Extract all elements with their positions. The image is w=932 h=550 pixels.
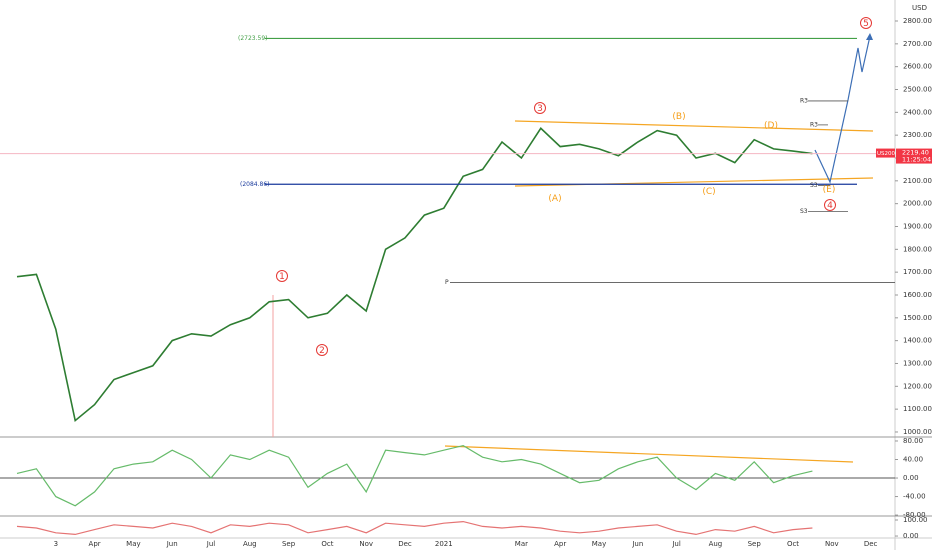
level-label: P bbox=[445, 279, 449, 286]
x-tick-label: 2021 bbox=[435, 540, 453, 548]
countdown: 11:25:04 bbox=[902, 156, 931, 164]
plot: 1000.001100.001200.001300.001400.001500.… bbox=[0, 17, 932, 548]
x-tick-label: Mar bbox=[515, 540, 528, 548]
wave-label: (B) bbox=[672, 112, 685, 122]
wave-label: (C) bbox=[702, 187, 715, 197]
x-tick-label: Apr bbox=[554, 540, 566, 548]
x-tick-label: Dec bbox=[864, 540, 878, 548]
wave-label: 3 bbox=[537, 104, 543, 114]
y-tick-label: 2400.00 bbox=[903, 108, 932, 116]
wave-label: 5 bbox=[863, 19, 869, 29]
wave-circle bbox=[860, 17, 872, 29]
price-tag bbox=[896, 148, 932, 164]
wave-label: (D) bbox=[764, 121, 778, 131]
y-tick-label: 1600.00 bbox=[903, 291, 932, 299]
x-tick-label: Aug bbox=[243, 540, 257, 548]
y-tick-label: 80.00 bbox=[903, 437, 923, 445]
channel-top bbox=[514, 120, 874, 132]
x-tick-label: Nov bbox=[359, 540, 373, 548]
wave-circle bbox=[824, 199, 836, 211]
x-tick-label: Oct bbox=[321, 540, 333, 548]
y-tick-label: 2500.00 bbox=[903, 86, 932, 94]
wave-label: 4 bbox=[827, 201, 833, 211]
y-tick-label: 1300.00 bbox=[903, 359, 932, 367]
wave-circle bbox=[316, 344, 328, 356]
x-tick-label: Nov bbox=[825, 540, 839, 548]
level-label: (2084.86) bbox=[240, 181, 270, 188]
symbol-label: US2000 bbox=[877, 151, 899, 157]
wave-circle bbox=[534, 102, 546, 114]
y-tick-label: 40.00 bbox=[903, 456, 923, 464]
y-tick-label: 1900.00 bbox=[903, 222, 932, 230]
y-tick-label: -80.00 bbox=[903, 511, 926, 519]
projection-arrow bbox=[866, 33, 873, 40]
x-tick-label: May bbox=[126, 540, 140, 548]
x-tick-label: Sep bbox=[748, 540, 762, 548]
level-label: R3 bbox=[800, 97, 808, 104]
wave-label: 2 bbox=[319, 346, 325, 356]
y-tick-label: 1000.00 bbox=[903, 428, 932, 436]
level-label: S3 bbox=[810, 182, 818, 189]
price-tag bbox=[876, 148, 895, 158]
y-tick-label: 1500.00 bbox=[903, 314, 932, 322]
x-tick-label: Dec bbox=[398, 540, 412, 548]
oscillator-trendline bbox=[444, 445, 854, 463]
y-tick-label: 1100.00 bbox=[903, 405, 932, 413]
x-tick-label: Apr bbox=[89, 540, 101, 548]
y-tick-label: -40.00 bbox=[903, 493, 926, 501]
x-tick-label: Aug bbox=[709, 540, 723, 548]
series-line bbox=[16, 444, 813, 507]
y-tick-label: 2600.00 bbox=[903, 63, 932, 71]
level-label: R3 bbox=[810, 121, 818, 128]
x-tick-label: Jun bbox=[631, 540, 643, 548]
x-tick-label: Jun bbox=[166, 540, 178, 548]
y-tick-label: 2100.00 bbox=[903, 177, 932, 185]
x-tick-label: Oct bbox=[787, 540, 799, 548]
x-tick-label: Jul bbox=[206, 540, 216, 548]
y-tick-label: 1400.00 bbox=[903, 337, 932, 345]
x-tick-label: May bbox=[592, 540, 606, 548]
x-tick-label: 3 bbox=[54, 540, 58, 548]
y-tick-label: 1700.00 bbox=[903, 268, 932, 276]
level-label: S3 bbox=[800, 208, 808, 215]
x-tick-label: Jul bbox=[671, 540, 681, 548]
wave-circle bbox=[276, 270, 288, 282]
wave-label: 1 bbox=[279, 272, 285, 282]
y-tick-label: 2300.00 bbox=[903, 131, 932, 139]
y-tick-label: 2800.00 bbox=[903, 17, 932, 25]
y-tick-label: 2000.00 bbox=[903, 200, 932, 208]
series-line bbox=[16, 127, 813, 423]
wave-label: (E) bbox=[823, 185, 836, 195]
y-tick-label: 2700.00 bbox=[903, 40, 932, 48]
y-tick-label: 100.00 bbox=[903, 516, 928, 524]
series-line bbox=[16, 520, 813, 536]
x-tick-label: Sep bbox=[282, 540, 296, 548]
level-label: (2723.59) bbox=[238, 35, 268, 42]
last-price: 2219.40 bbox=[902, 149, 929, 157]
y-tick-label: 1800.00 bbox=[903, 245, 932, 253]
y-tick-label: 0.00 bbox=[903, 474, 919, 482]
y-tick-label: 1200.00 bbox=[903, 382, 932, 390]
projection-path bbox=[814, 35, 871, 184]
currency: USD bbox=[912, 4, 927, 12]
y-tick-label: 0.00 bbox=[903, 532, 919, 540]
wave-label: (A) bbox=[548, 194, 561, 204]
